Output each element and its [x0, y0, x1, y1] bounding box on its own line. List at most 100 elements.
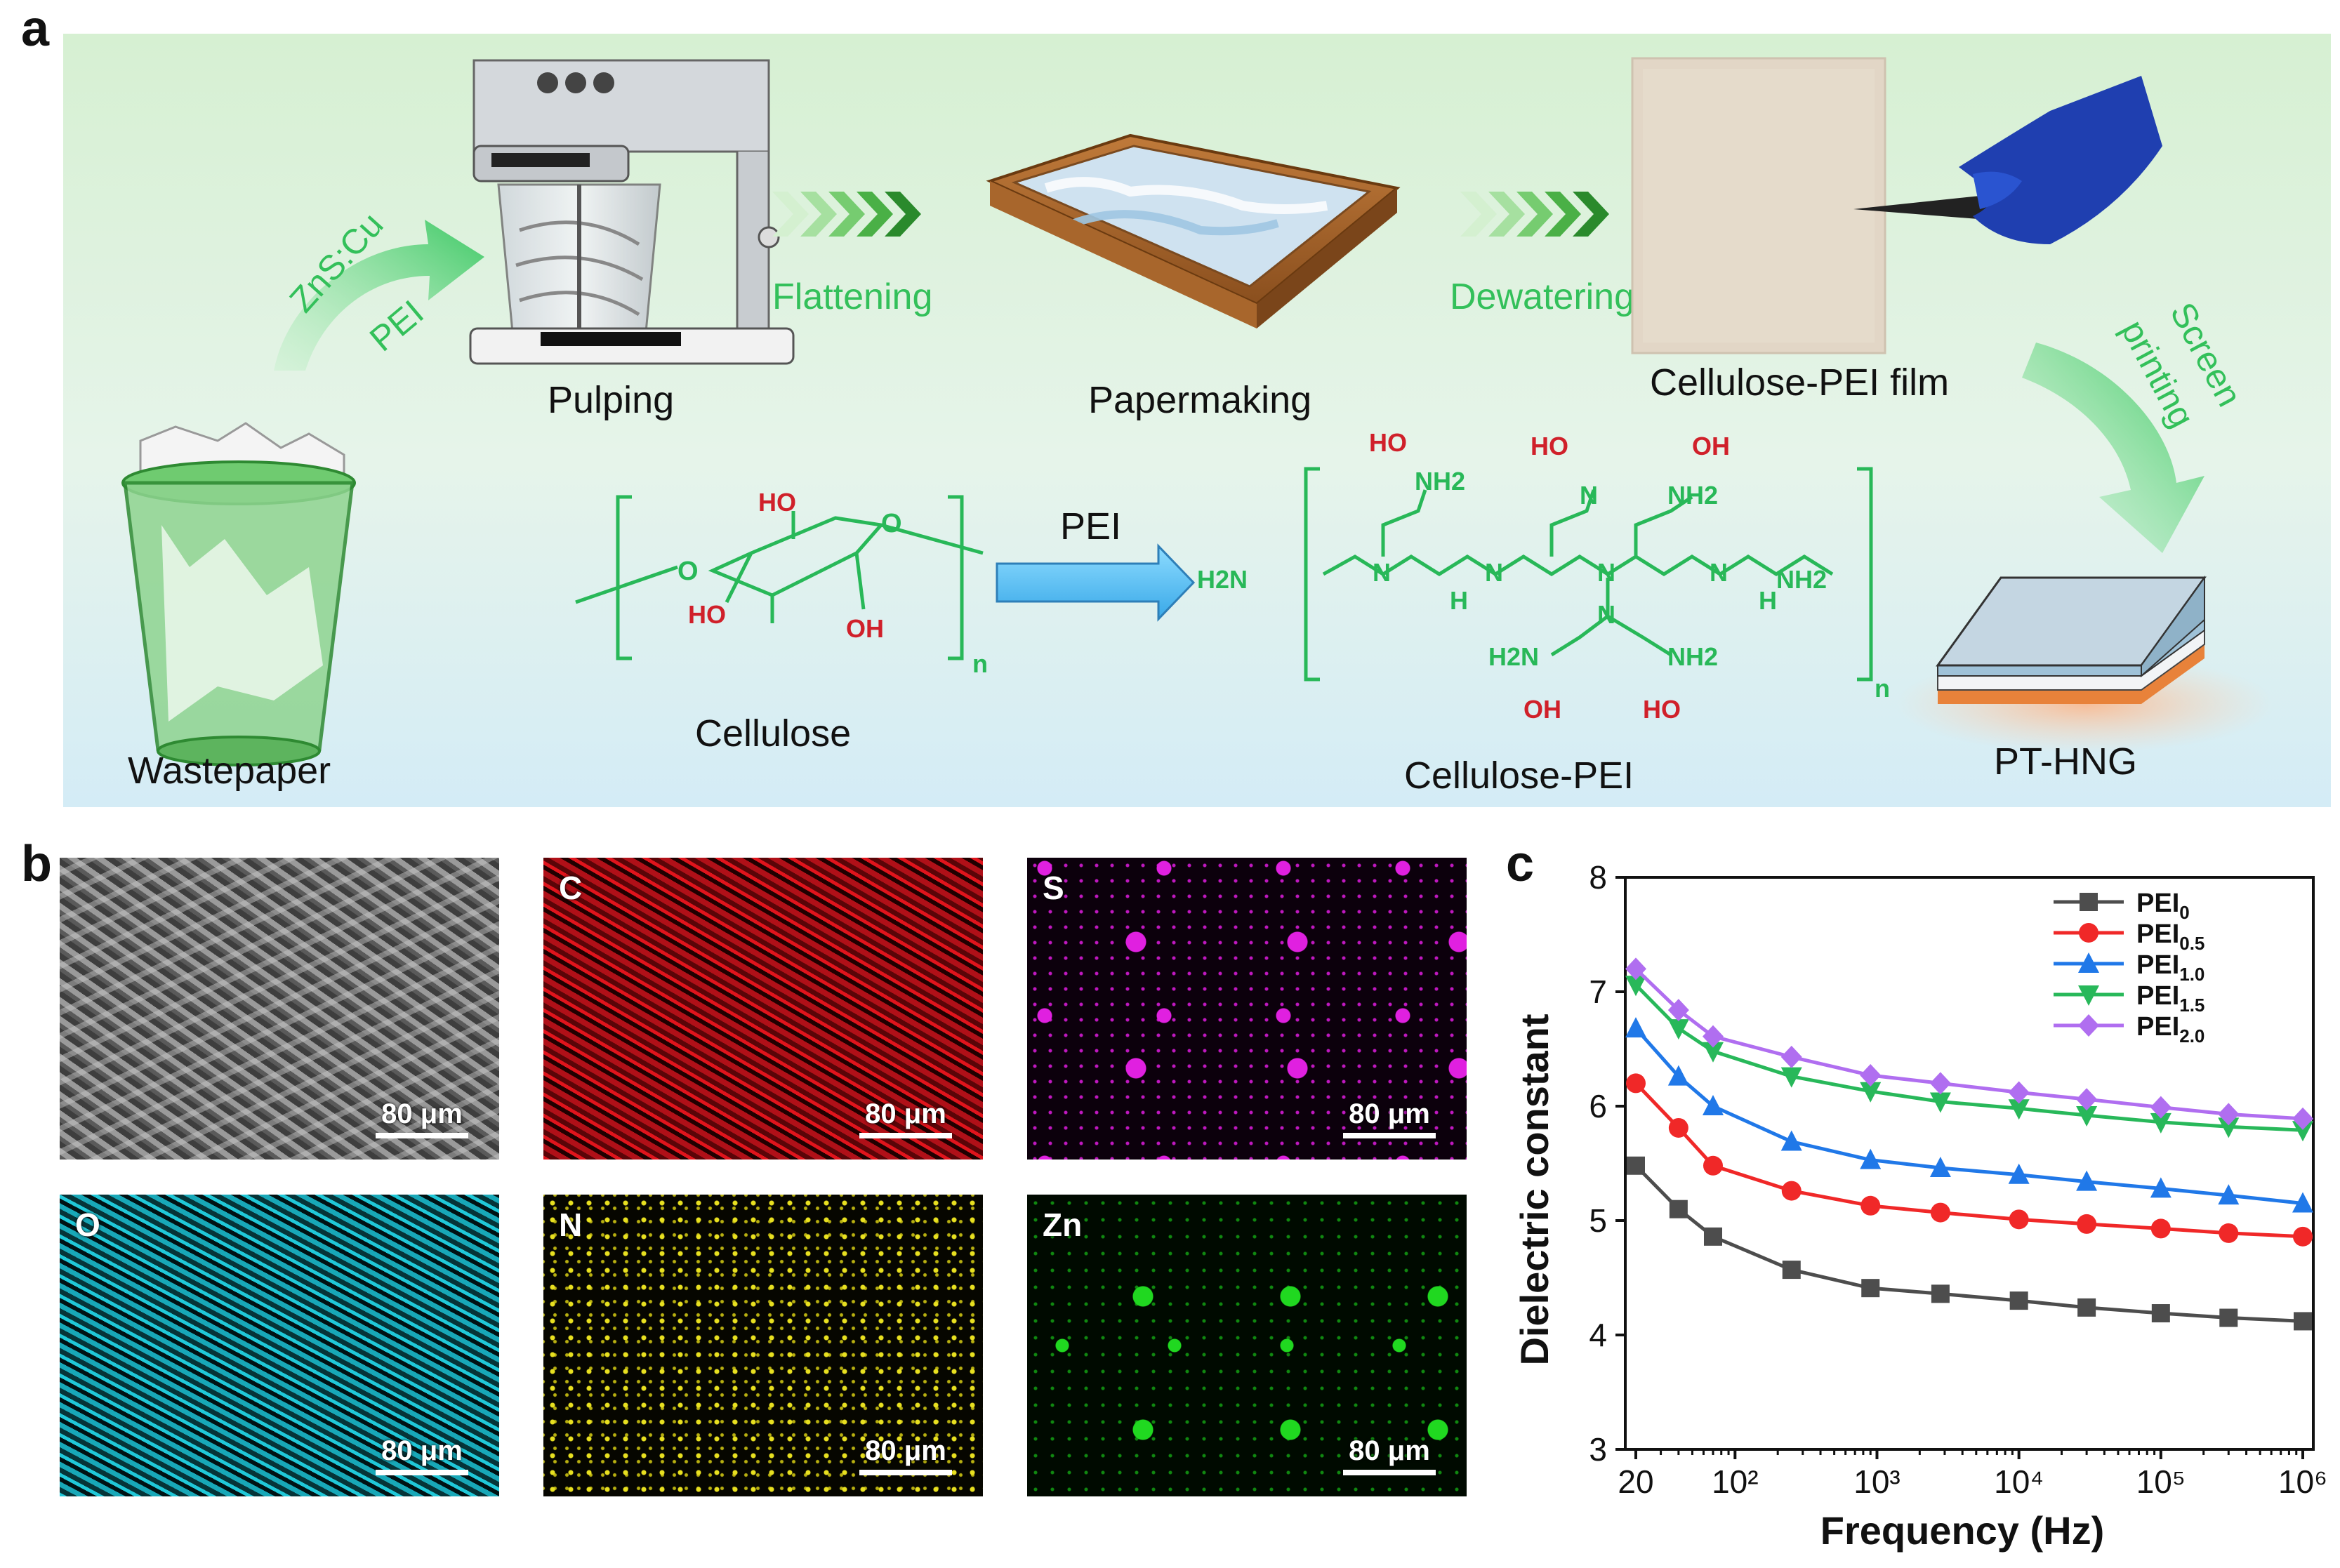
- data-point: [2151, 1304, 2170, 1323]
- data-point: [1625, 976, 1646, 997]
- process-schematic-panel: ZnS:Cu PEI Pulping Flattening: [63, 34, 2331, 807]
- map-element-c: C: [559, 870, 583, 906]
- cellulose-pei-structure: [1304, 467, 1873, 682]
- arrow-flattening: Flattening: [772, 277, 932, 317]
- step-wastepaper: Wastepaper: [128, 750, 331, 792]
- pei-ho-bottom-2: HO: [1643, 695, 1681, 724]
- data-point: [1781, 1181, 1802, 1201]
- data-point: [1667, 999, 1689, 1022]
- cellulose-repeat-n: n: [972, 649, 988, 678]
- data-point: [2292, 1192, 2313, 1213]
- pei-h-1: H: [1450, 586, 1468, 615]
- data-point: [2009, 1291, 2028, 1310]
- x-tick-label: 10⁴: [1994, 1463, 2044, 1500]
- pei-oh-bottom-1: OH: [1523, 695, 1561, 724]
- data-point: [1860, 1082, 1882, 1103]
- plot-frame: [1624, 876, 2315, 1451]
- data-point: [2218, 1117, 2240, 1138]
- eds-map-s: S 80 μm: [1027, 858, 1467, 1160]
- y-axis-label: Dielectric constant: [1512, 1014, 1556, 1365]
- data-point: [2219, 1223, 2239, 1243]
- x-axis-label: Frequency (Hz): [1820, 1508, 2105, 1553]
- pei-h-2: H: [1759, 586, 1777, 615]
- pei-nh2-top-2: NH2: [1667, 481, 1718, 510]
- data-point: [2150, 1177, 2172, 1198]
- data-point: [1860, 1195, 1881, 1216]
- scale-bar-o: 80 μm: [376, 1435, 468, 1475]
- data-point: [2076, 1106, 2098, 1127]
- legend-entry: PEI0.5: [2136, 919, 2205, 954]
- pei-n-1: N: [1373, 558, 1391, 587]
- pei-n-3: N: [1597, 558, 1615, 587]
- scale-bar-c: 80 μm: [859, 1098, 952, 1138]
- n-dots: [543, 1195, 983, 1496]
- legend-entry: PEI1.5: [2136, 981, 2205, 1016]
- data-point: [1703, 1227, 1722, 1246]
- data-point: [1860, 1148, 1882, 1169]
- y-tick-label: 3: [1589, 1431, 1607, 1468]
- pei-n-4: N: [1710, 558, 1728, 587]
- pei-n-top: N: [1580, 481, 1598, 510]
- curved-arrow-additives: [274, 220, 484, 371]
- data-point: [1626, 1073, 1646, 1094]
- chevron-arrow-flattening-icon: [772, 192, 921, 237]
- pei-h2n-left: H2N: [1197, 565, 1248, 594]
- chevron-arrow-dewatering-icon: [1460, 192, 1609, 237]
- pei-ho-top-2: HO: [1531, 432, 1568, 460]
- cellulose-structure: [575, 495, 984, 660]
- data-point: [1930, 1202, 1950, 1223]
- map-element-s: S: [1043, 870, 1064, 906]
- eds-map-c: C 80 μm: [543, 858, 983, 1160]
- scale-bar-n: 80 μm: [859, 1435, 952, 1475]
- data-point: [2218, 1184, 2240, 1205]
- curved-arrow-screen-printing: [2022, 343, 2205, 553]
- eds-map-n: N 80 μm: [543, 1195, 983, 1496]
- map-element-zn: Zn: [1043, 1207, 1083, 1243]
- series-line-2: [1634, 1027, 2303, 1205]
- data-point: [1860, 1063, 1882, 1087]
- data-point: [2009, 1209, 2029, 1230]
- panel-label-c: c: [1506, 836, 1535, 892]
- data-point: [2008, 1163, 2030, 1184]
- cellulose-o-ring: O: [881, 509, 902, 538]
- data-point: [1667, 1065, 1689, 1086]
- data-point: [1668, 1117, 1688, 1138]
- legend-marker: [2078, 952, 2099, 973]
- panel-label-a: a: [21, 1, 50, 57]
- y-tick-label: 4: [1589, 1317, 1607, 1353]
- cellulose-label: Cellulose: [695, 712, 851, 755]
- cellulose-film-icon: [1631, 57, 2162, 354]
- data-point: [2293, 1226, 2313, 1247]
- data-point: [2076, 1088, 2098, 1111]
- data-point: [1625, 1017, 1646, 1038]
- s-dots: [1027, 858, 1467, 1160]
- data-point: [2077, 1298, 2096, 1317]
- eds-map-sem: 80 μm: [60, 858, 499, 1160]
- data-point: [2218, 1103, 2240, 1126]
- y-tick-label: 7: [1589, 974, 1607, 1010]
- additive-pei: PEI: [362, 293, 431, 359]
- x-tick-label: 10³: [1853, 1463, 1900, 1500]
- pt-hng-device-icon: [1936, 575, 2207, 704]
- legend-entry: PEI0: [2136, 889, 2190, 923]
- data-point: [1929, 1092, 1951, 1113]
- x-tick-label: 20: [1618, 1463, 1653, 1500]
- data-point: [1702, 1095, 1724, 1115]
- step-papermaking: Papermaking: [1088, 379, 1311, 421]
- y-tick-label: 5: [1589, 1202, 1607, 1239]
- eds-map-o: O 80 μm: [60, 1195, 499, 1496]
- data-point: [1780, 1067, 1802, 1088]
- cellulose-pei-label: Cellulose-PEI: [1404, 755, 1634, 797]
- panel-label-b: b: [21, 836, 52, 892]
- data-point: [1931, 1284, 1950, 1303]
- data-point: [2150, 1096, 2172, 1119]
- pei-ho-top-1: HO: [1369, 428, 1407, 457]
- data-point: [1702, 1042, 1724, 1063]
- data-point: [2292, 1121, 2313, 1142]
- data-point: [2219, 1308, 2238, 1327]
- series-line-0: [1634, 1164, 2303, 1323]
- map-element-o: O: [75, 1207, 100, 1243]
- step-pulping: Pulping: [548, 379, 674, 421]
- data-point: [2077, 1214, 2097, 1234]
